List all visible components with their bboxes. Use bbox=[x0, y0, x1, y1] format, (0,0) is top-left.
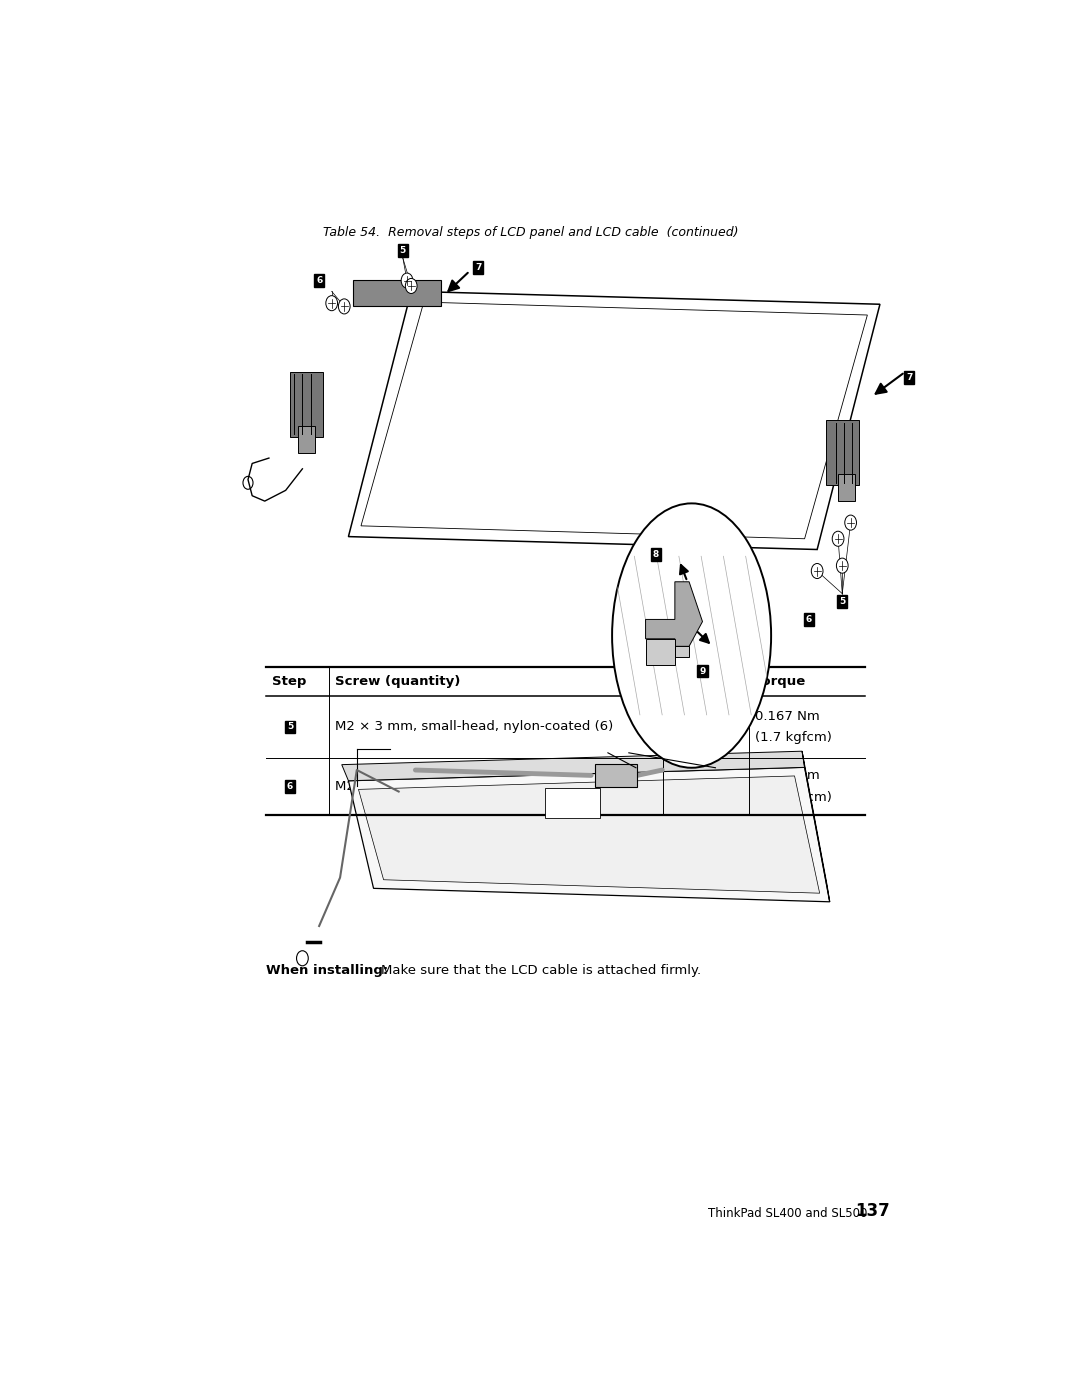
Text: 137: 137 bbox=[855, 1201, 890, 1220]
Text: Color: Color bbox=[669, 675, 708, 687]
Polygon shape bbox=[349, 292, 880, 549]
Text: M2 × 3 mm, small-head, nylon-coated (6): M2 × 3 mm, small-head, nylon-coated (6) bbox=[335, 721, 612, 733]
Text: Silver: Silver bbox=[669, 780, 706, 793]
Text: 9: 9 bbox=[699, 666, 705, 676]
Text: When installing:: When installing: bbox=[267, 964, 389, 977]
Text: Make sure that the LCD cable is attached firmly.: Make sure that the LCD cable is attached… bbox=[381, 964, 701, 977]
Text: ThinkPad SL400 and SL500: ThinkPad SL400 and SL500 bbox=[708, 1207, 867, 1220]
FancyBboxPatch shape bbox=[473, 261, 483, 274]
FancyBboxPatch shape bbox=[838, 474, 855, 502]
Text: Table 54.  Removal steps of LCD panel and LCD cable  (continued): Table 54. Removal steps of LCD panel and… bbox=[323, 226, 739, 239]
Polygon shape bbox=[802, 752, 829, 902]
Circle shape bbox=[833, 531, 843, 546]
FancyBboxPatch shape bbox=[595, 764, 637, 788]
Text: 7: 7 bbox=[906, 373, 913, 381]
Text: Black: Black bbox=[669, 721, 705, 733]
FancyBboxPatch shape bbox=[545, 788, 599, 819]
Text: 0.167 Nm: 0.167 Nm bbox=[755, 710, 820, 722]
FancyBboxPatch shape bbox=[397, 244, 408, 257]
Polygon shape bbox=[361, 302, 867, 539]
FancyBboxPatch shape bbox=[298, 426, 315, 453]
Text: Step: Step bbox=[272, 675, 307, 687]
Text: 5: 5 bbox=[400, 246, 406, 256]
Circle shape bbox=[811, 563, 823, 578]
Polygon shape bbox=[349, 767, 829, 902]
Text: 0.167 Nm: 0.167 Nm bbox=[755, 770, 820, 782]
Text: 8: 8 bbox=[652, 550, 659, 559]
FancyBboxPatch shape bbox=[804, 613, 814, 626]
FancyBboxPatch shape bbox=[825, 420, 859, 485]
Polygon shape bbox=[352, 279, 441, 306]
Circle shape bbox=[405, 278, 417, 293]
Polygon shape bbox=[646, 581, 702, 647]
Text: Screw (quantity): Screw (quantity) bbox=[335, 675, 460, 687]
FancyBboxPatch shape bbox=[698, 665, 707, 678]
Circle shape bbox=[326, 296, 338, 310]
FancyBboxPatch shape bbox=[837, 595, 848, 608]
Circle shape bbox=[338, 299, 350, 314]
Polygon shape bbox=[341, 752, 805, 781]
Text: M2 × 4 mm, small-head, nylon-coated (2): M2 × 4 mm, small-head, nylon-coated (2) bbox=[335, 780, 612, 793]
FancyBboxPatch shape bbox=[285, 781, 295, 793]
Text: (1.7 kgfcm): (1.7 kgfcm) bbox=[755, 791, 832, 803]
Text: 5: 5 bbox=[839, 597, 846, 606]
Circle shape bbox=[836, 559, 848, 573]
Text: (1.7 kgfcm): (1.7 kgfcm) bbox=[755, 731, 832, 745]
Circle shape bbox=[401, 272, 413, 288]
Polygon shape bbox=[359, 775, 820, 893]
FancyBboxPatch shape bbox=[650, 549, 661, 562]
Text: Torque: Torque bbox=[755, 675, 806, 687]
Ellipse shape bbox=[612, 503, 771, 768]
FancyBboxPatch shape bbox=[904, 372, 915, 384]
Circle shape bbox=[845, 515, 856, 529]
FancyBboxPatch shape bbox=[285, 721, 295, 733]
Text: 6: 6 bbox=[287, 782, 293, 791]
Text: 6: 6 bbox=[316, 277, 322, 285]
FancyBboxPatch shape bbox=[314, 274, 324, 286]
Text: 6: 6 bbox=[806, 615, 812, 624]
FancyBboxPatch shape bbox=[289, 372, 323, 437]
Text: 7: 7 bbox=[475, 263, 482, 272]
Text: 5: 5 bbox=[287, 722, 293, 732]
Polygon shape bbox=[646, 638, 689, 665]
